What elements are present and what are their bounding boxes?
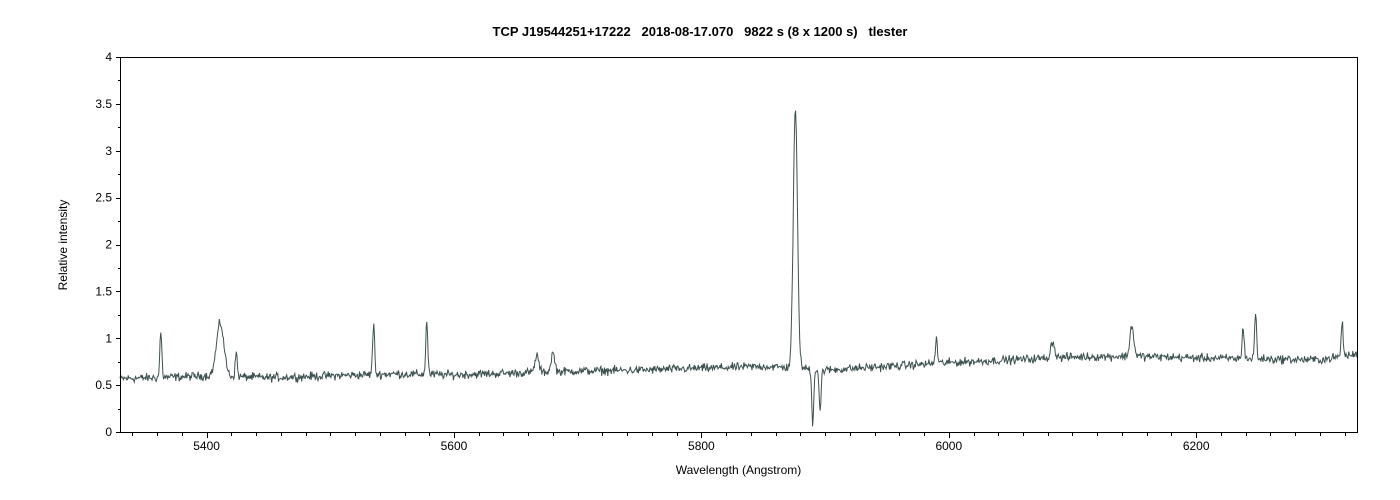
- x-tick-label: 6200: [1183, 439, 1210, 453]
- x-tick-label: 5400: [193, 439, 220, 453]
- y-tick-label: 2.5: [95, 191, 112, 205]
- y-tick-label: 0.5: [95, 378, 112, 392]
- y-tick-label: 3: [105, 144, 112, 158]
- x-tick-label: 5600: [441, 439, 468, 453]
- y-tick-label: 4: [105, 50, 112, 64]
- x-axis-label: Wavelength (Angstrom): [675, 463, 802, 477]
- y-tick-label: 1.5: [95, 284, 112, 298]
- chart-title: TCP J19544251+17222 2018-08-17.070 9822 …: [492, 24, 908, 39]
- tick-labels: 0 0.5 1 1.5 2 2.5 3 3.5 4 5400 5600 5800 6000 6200: [95, 50, 1210, 453]
- plot-frame: [120, 57, 1358, 433]
- tick-marks: [116, 57, 1346, 438]
- y-axis-label: Relative intensity: [56, 199, 70, 291]
- spectrum-line: [119, 110, 1358, 427]
- x-tick-label: 6000: [935, 439, 962, 453]
- y-tick-label: 1: [105, 331, 112, 345]
- y-tick-label: 2: [105, 238, 112, 252]
- y-tick-label: 3.5: [95, 97, 112, 111]
- y-tick-label: 0: [105, 425, 112, 439]
- x-tick-label: 5800: [688, 439, 715, 453]
